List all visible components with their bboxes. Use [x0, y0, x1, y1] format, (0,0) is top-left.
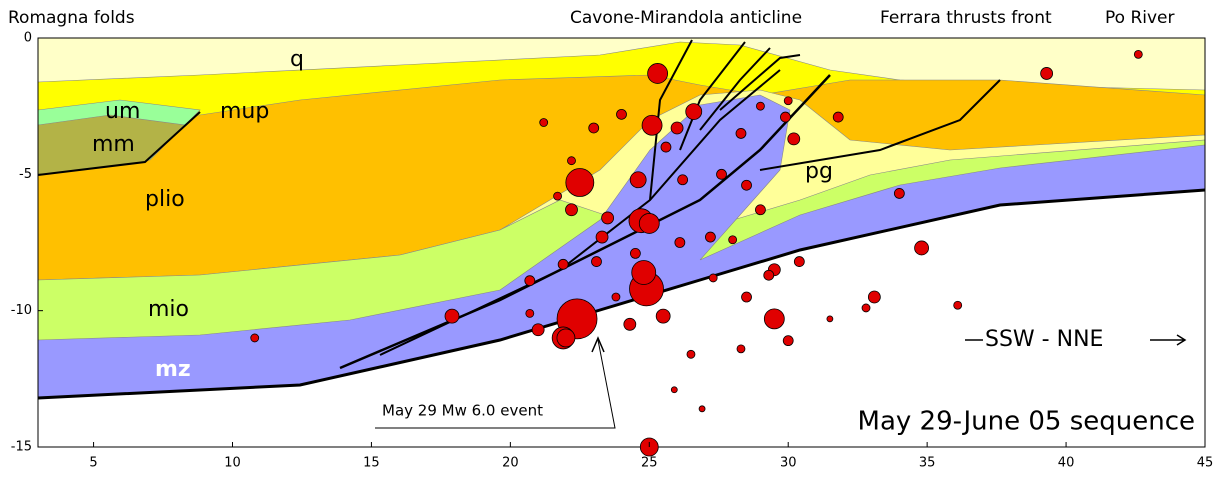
- layer-label: mm: [92, 132, 135, 157]
- event: [566, 169, 594, 197]
- layer-label: q: [290, 47, 304, 72]
- event: [736, 128, 746, 138]
- event: [591, 257, 601, 267]
- event: [251, 334, 259, 342]
- event: [567, 157, 575, 165]
- event: [764, 309, 784, 329]
- event: [565, 204, 577, 216]
- annotation: Romagna folds: [8, 8, 135, 28]
- layer-label: mz: [155, 357, 191, 382]
- event: [630, 248, 640, 258]
- event: [1041, 67, 1053, 79]
- annotation: Ferrara thrusts front: [880, 8, 1052, 28]
- event: [764, 270, 774, 280]
- event: [780, 112, 790, 122]
- event: [954, 301, 962, 309]
- event: [445, 309, 459, 323]
- event: [737, 345, 745, 353]
- event: [671, 387, 677, 393]
- event: [558, 259, 568, 269]
- event: [742, 292, 752, 302]
- event: [705, 232, 715, 242]
- y-tick-label: -5: [19, 167, 32, 182]
- event: [862, 304, 870, 312]
- layer-label: pg: [805, 159, 833, 184]
- callout-label: May 29 Mw 6.0 event: [382, 402, 543, 420]
- event: [783, 336, 793, 346]
- event: [827, 316, 833, 322]
- event: [648, 63, 668, 83]
- event: [632, 260, 656, 284]
- event: [554, 192, 562, 200]
- event: [717, 169, 727, 179]
- event: [525, 276, 535, 286]
- y-tick-label: -15: [11, 440, 32, 455]
- event: [612, 293, 620, 301]
- direction-label: SSW - NNE: [985, 327, 1103, 352]
- event: [602, 212, 614, 224]
- layer-label: mio: [148, 297, 189, 322]
- event: [671, 122, 683, 134]
- chart: Romagna folds Cavone-Mirandola anticline…: [0, 0, 1217, 477]
- x-tick-label: 5: [89, 456, 97, 471]
- event: [557, 329, 575, 347]
- y-tick-label: 0: [24, 31, 32, 46]
- annotation: Cavone-Mirandola anticline: [570, 8, 802, 28]
- event: [756, 102, 764, 110]
- annotation: Po River: [1105, 8, 1175, 28]
- event: [589, 123, 599, 133]
- event: [788, 133, 800, 145]
- x-tick-label: 35: [919, 456, 936, 471]
- event: [915, 241, 929, 255]
- event: [661, 142, 671, 152]
- event: [532, 324, 544, 336]
- event: [686, 104, 702, 120]
- event: [709, 274, 717, 282]
- event: [642, 115, 662, 135]
- event: [675, 238, 685, 248]
- event: [794, 257, 804, 267]
- event: [868, 291, 880, 303]
- event: [894, 188, 904, 198]
- x-tick-label: 45: [1197, 456, 1214, 471]
- event: [630, 172, 646, 188]
- layer-label: plio: [145, 187, 185, 212]
- event: [1134, 50, 1142, 58]
- geology-layers: [38, 38, 1205, 447]
- event: [742, 180, 752, 190]
- x-tick-label: 40: [1058, 456, 1075, 471]
- event: [624, 318, 636, 330]
- event: [755, 205, 765, 215]
- event: [833, 112, 843, 122]
- event: [656, 309, 670, 323]
- x-tick-label: 10: [224, 456, 241, 471]
- event: [699, 406, 705, 412]
- event: [540, 119, 548, 127]
- layer-label: mup: [220, 99, 269, 124]
- x-tick-label: 15: [363, 456, 380, 471]
- event: [526, 309, 534, 317]
- x-tick-label: 30: [780, 456, 797, 471]
- event: [678, 175, 688, 185]
- y-tick-label: -10: [11, 303, 32, 318]
- layer-label: um: [105, 99, 140, 124]
- event: [784, 97, 792, 105]
- sequence-label: May 29-June 05 sequence: [858, 407, 1195, 437]
- event: [617, 109, 627, 119]
- x-tick-label: 25: [641, 456, 658, 471]
- event: [639, 213, 659, 233]
- event: [596, 231, 608, 243]
- event: [729, 236, 737, 244]
- event: [687, 350, 695, 358]
- x-tick-label: 20: [502, 456, 519, 471]
